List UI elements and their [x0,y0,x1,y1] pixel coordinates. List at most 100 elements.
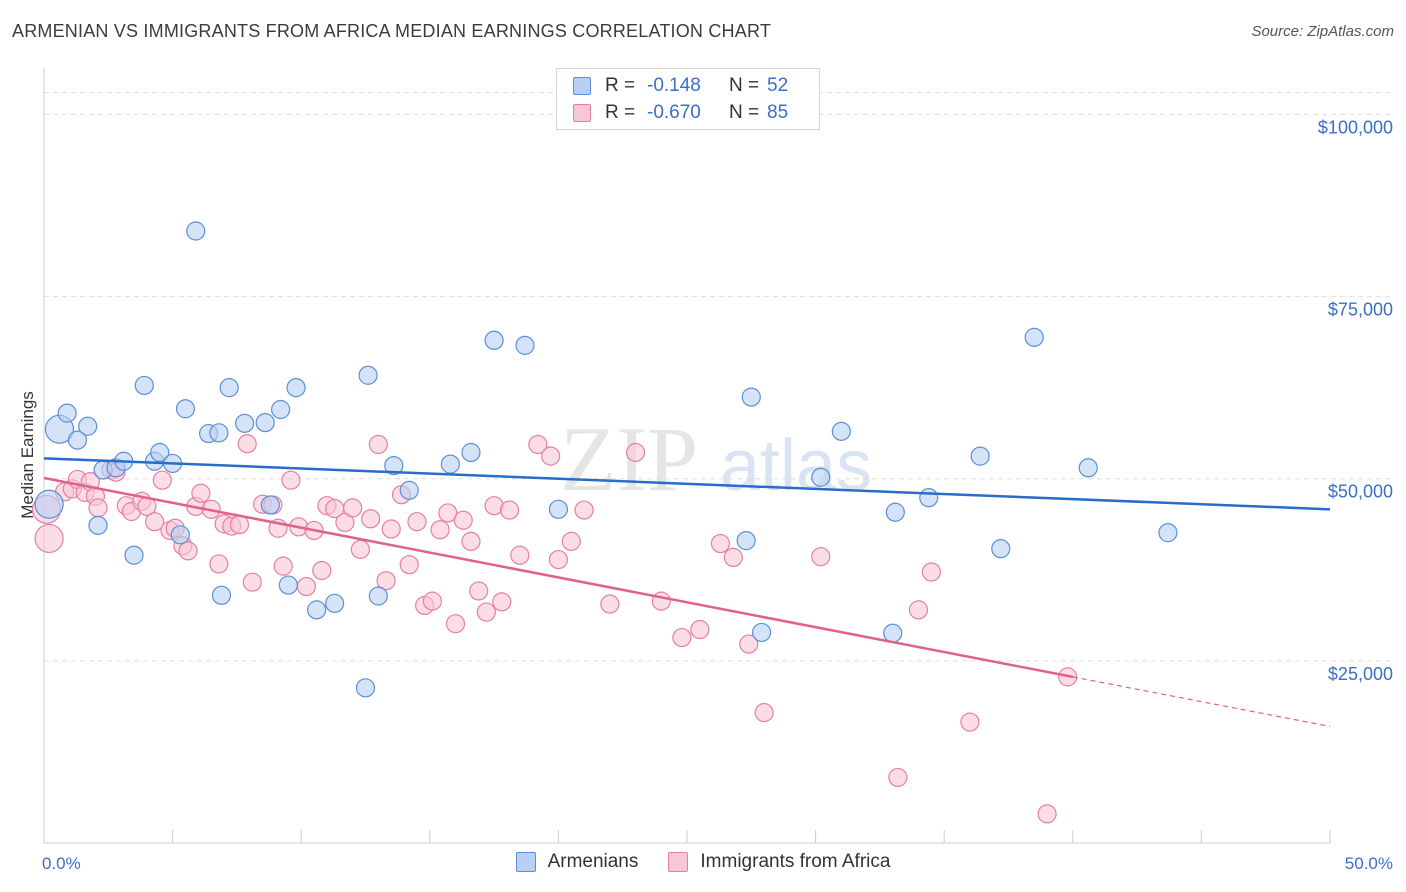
chart-title: ARMENIAN VS IMMIGRANTS FROM AFRICA MEDIA… [12,21,772,41]
legend-item-africa[interactable]: Immigrants from Africa [668,851,890,873]
armenians-trendline [43,457,1331,511]
africa-trendline-extension [1072,676,1331,728]
armenians-point [461,442,481,463]
armenians-point [325,593,345,613]
africa-point [921,562,941,582]
armenians-point [67,430,88,450]
armenians-point [175,399,196,419]
armenians-point [88,515,108,535]
africa-point [242,572,262,592]
armenians-point [260,495,280,515]
armenians-point [211,585,232,605]
legend-item-armenians[interactable]: Armenians [515,851,639,873]
armenians-point [34,489,64,519]
y-tick-label-3: $100,000 [1318,117,1393,137]
armenians-legend-label: Armenians [547,851,639,872]
africa-point [237,434,257,454]
africa-point [528,434,548,455]
armenians-point [255,413,275,433]
armenians-point [919,488,939,508]
africa-point [469,581,489,601]
africa-r-value: -0.670 [647,102,701,123]
armenians-point [355,678,376,698]
armenians-point [741,387,761,407]
africa-n-label: N = [729,102,760,123]
armenians-legend-swatch [515,852,536,872]
africa-n-value: 85 [767,102,789,123]
africa-point [492,592,512,612]
armenians-point [751,622,772,643]
africa-point [152,470,172,490]
africa-point [908,600,929,620]
africa-point [499,500,520,520]
armenians-point [170,525,190,545]
africa-point [34,523,64,554]
y-tick-label-2: $75,000 [1328,300,1393,320]
armenians-r-value: -0.148 [647,75,701,96]
armenians-point [831,421,851,441]
armenians-point [811,467,831,487]
correlation-legend: R = -0.148 N = 52 R = -0.670 N = 85 [556,68,820,130]
armenians-point [970,446,990,466]
africa-point [600,594,620,614]
series-armenians-points [34,221,1178,698]
africa-point [625,442,646,463]
africa-point [723,547,743,568]
africa-point [144,512,165,532]
africa-point [476,602,496,622]
africa-point [561,531,581,551]
armenians-point [271,399,291,420]
africa-point [399,555,419,575]
africa-point [710,533,731,554]
armenians-point [548,499,569,519]
africa-point [312,560,332,581]
armenians-point [384,456,404,476]
africa-point [754,702,774,723]
africa-point [376,571,396,591]
x-min-label: 0.0% [42,854,81,873]
armenians-point [440,454,460,474]
armenians-point [219,378,239,398]
africa-point [430,520,450,540]
africa-point [453,510,473,530]
legend-row-armenians: R = -0.148 N = 52 [573,73,788,99]
africa-point [178,541,198,561]
watermark: ZIP atlas [560,408,872,510]
africa-point [739,634,759,654]
armenians-point [1078,458,1098,478]
armenians-point [991,539,1011,559]
armenians-point [883,623,903,643]
africa-point [88,498,108,518]
africa-point [811,547,831,567]
armenians-point [736,531,756,551]
armenians-point [134,375,154,396]
armenians-point [1158,523,1178,543]
africa-point [191,483,211,503]
armenians-point [1024,327,1044,347]
africa-point [350,539,370,559]
africa-point [574,500,594,520]
africa-point [407,512,427,532]
armenians-point [209,423,229,443]
armenians-n-label: N = [729,75,760,96]
armenians-point [358,365,378,385]
africa-point [672,627,692,648]
armenians-point [124,545,144,565]
armenians-r-label: R = [605,75,636,96]
armenians-point [286,378,306,398]
y-tick-label-1: $50,000 [1328,482,1393,502]
watermark-atlas: atlas [720,426,872,506]
africa-point [296,576,316,597]
armenians-point [150,442,170,463]
africa-point [361,509,381,529]
africa-point [541,446,561,466]
africa-point [229,515,250,535]
armenians-point [484,330,504,350]
africa-point [343,498,363,518]
armenians-point [399,480,419,500]
africa-point [438,503,458,523]
legend-row-africa: R = -0.670 N = 85 [573,100,788,126]
africa-point [1037,804,1057,824]
armenians-point [885,502,905,522]
